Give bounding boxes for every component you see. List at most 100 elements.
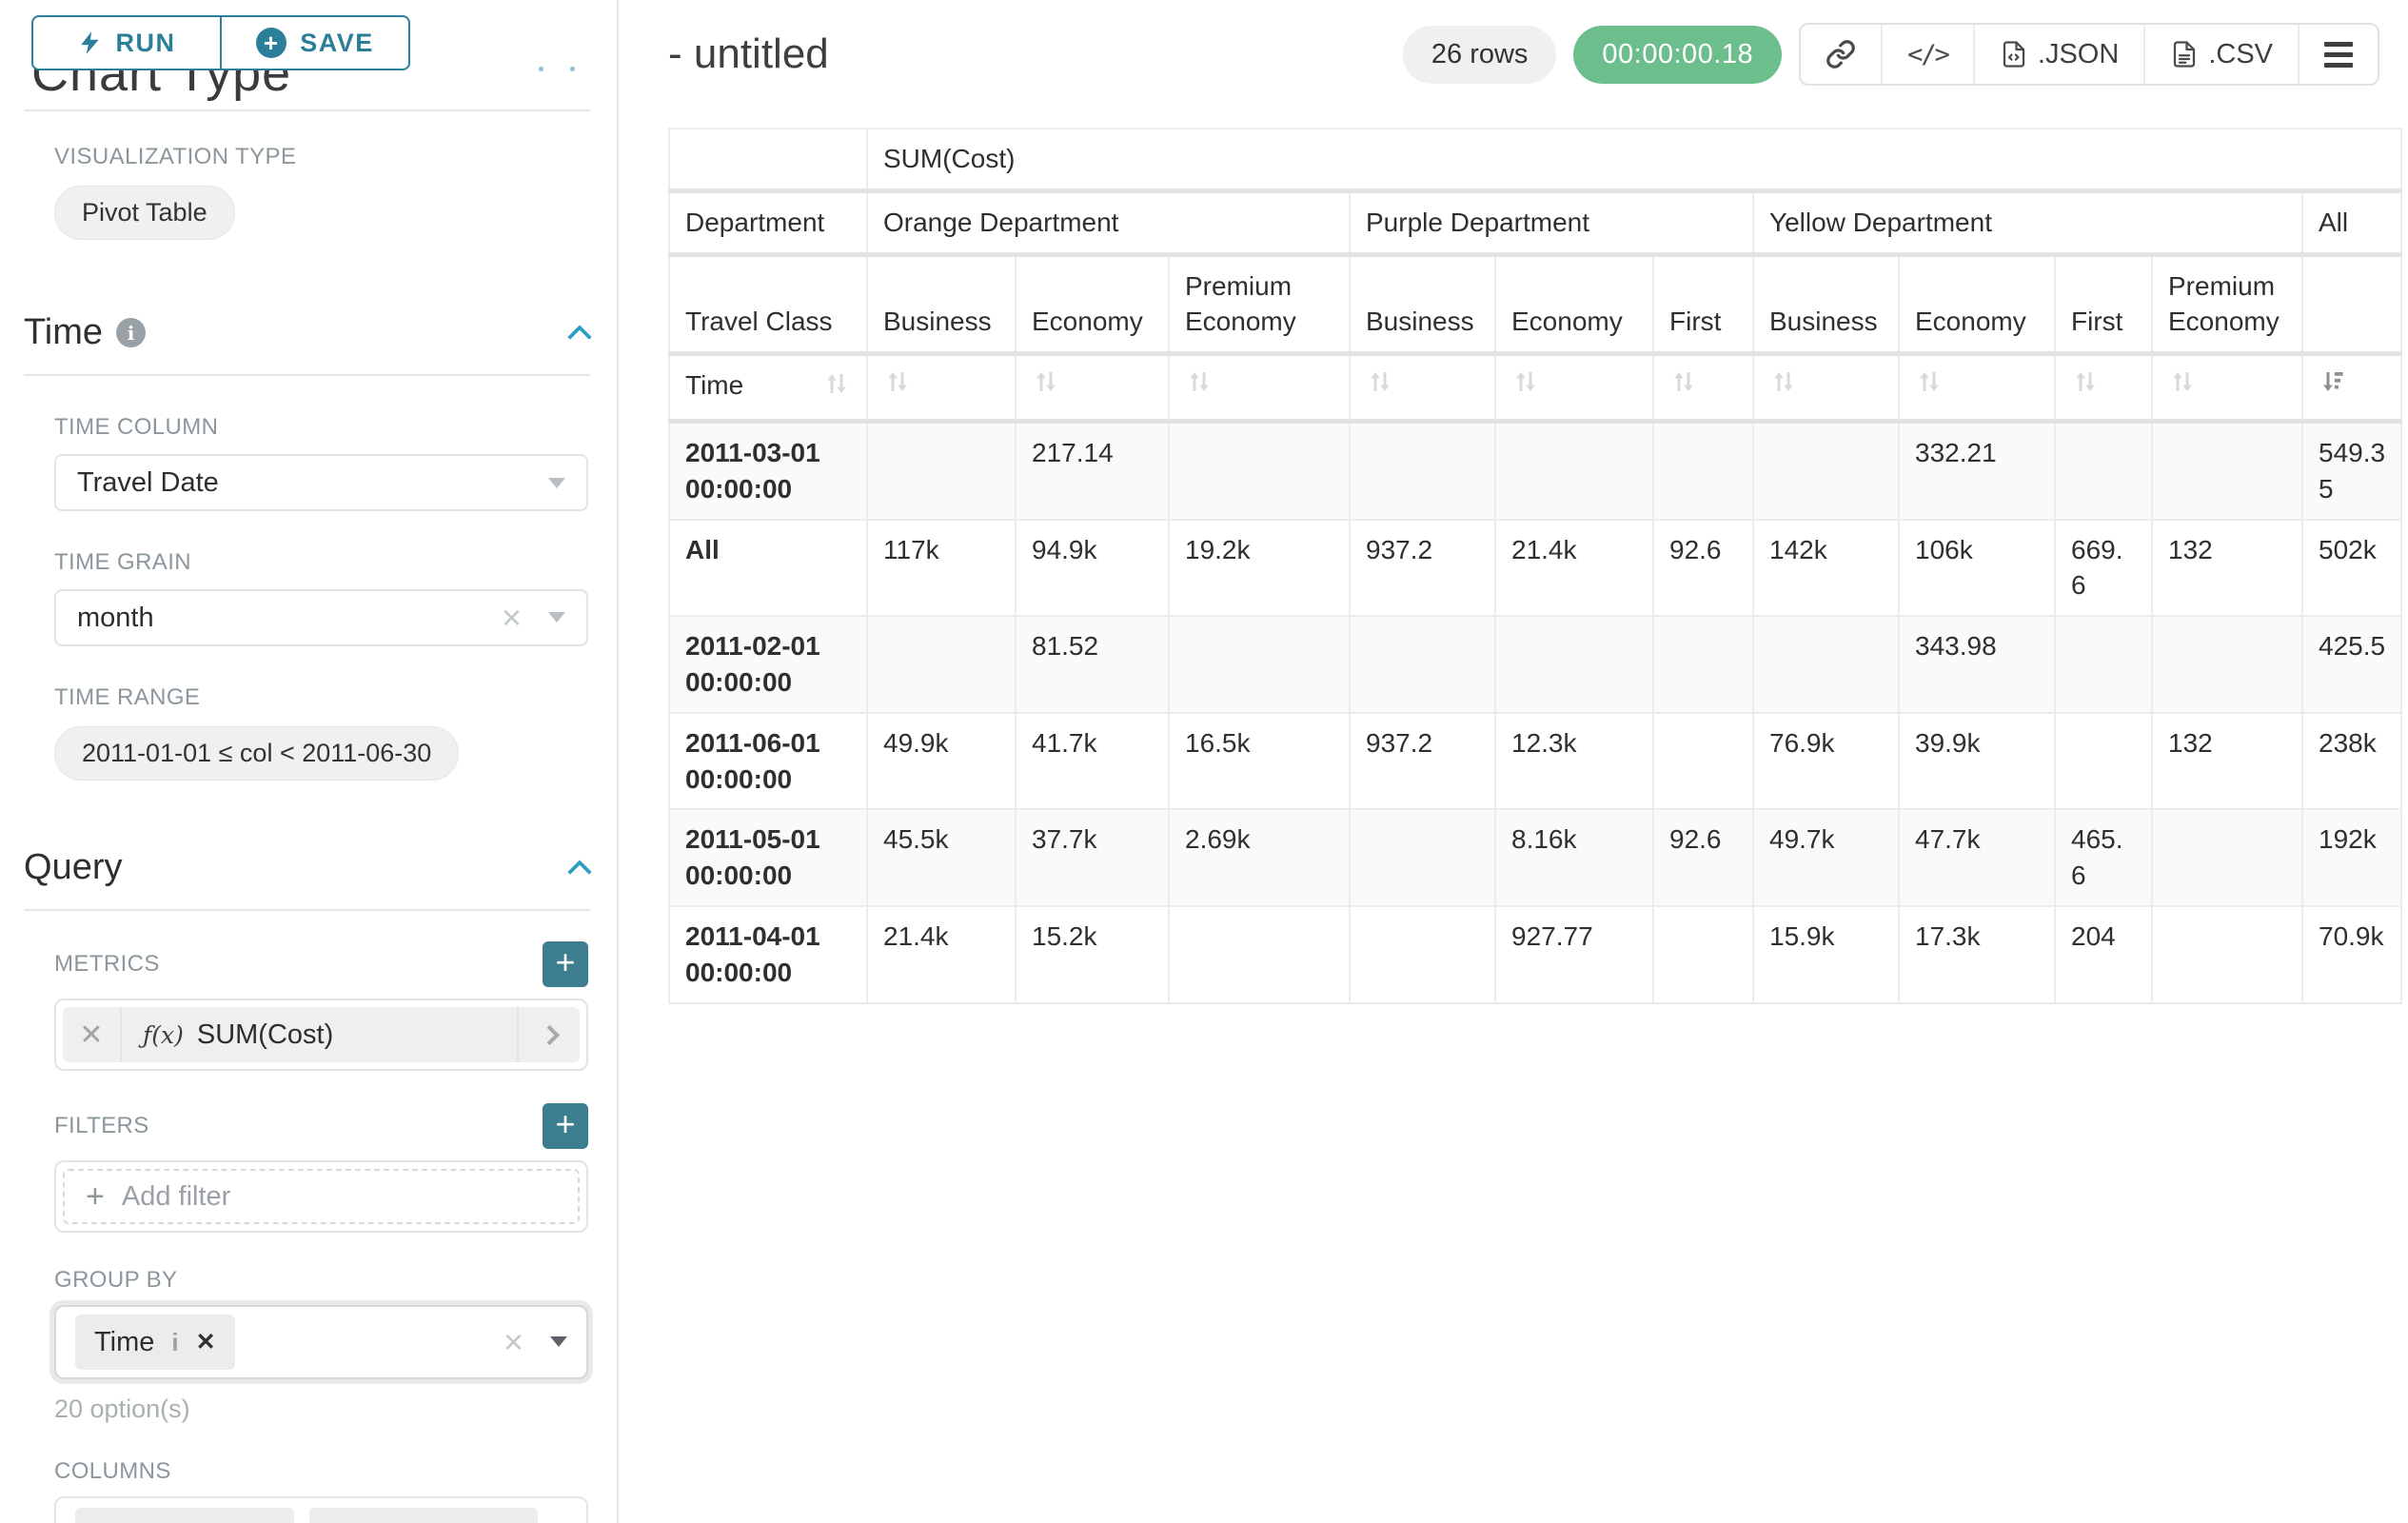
pivot-value-cell: [2151, 808, 2303, 907]
row-count-badge: 26 rows: [1402, 25, 1557, 84]
clear-icon[interactable]: ×: [503, 1321, 523, 1361]
sort-icon[interactable]: [1349, 352, 1496, 424]
export-json-button[interactable]: .JSON: [1972, 25, 2143, 84]
run-button[interactable]: RUN: [31, 15, 222, 70]
pivot-value-cell: [2151, 904, 2303, 1004]
pivot-table: SUM(Cost) Department Orange Department P…: [668, 127, 2403, 1004]
run-button-label: RUN: [115, 28, 176, 57]
pivot-table-body: 2011-03-01 00:00:00 217.14 332.21 549.35 All…: [668, 420, 2403, 1004]
pivot-value-cell: 39.9k: [1898, 711, 2056, 811]
row-label: 2011-06-01 00:00:00: [668, 711, 868, 811]
pivot-value-cell: 502k: [2300, 518, 2403, 618]
pivot-value-cell: [2054, 711, 2153, 811]
pivot-value-cell: 106k: [1898, 518, 2056, 618]
metric-header-row: SUM(Cost): [668, 127, 2403, 193]
pivot-value-cell: [1752, 615, 1900, 714]
pivot-value-cell: [2054, 615, 2153, 714]
pivot-value-cell: [866, 615, 1016, 714]
sort-icon[interactable]: [822, 369, 851, 407]
sort-icon[interactable]: [1652, 352, 1754, 424]
function-icon: ƒ(x): [143, 1020, 184, 1049]
pivot-value-cell: 92.6: [1652, 808, 1754, 907]
sort-icon[interactable]: [1494, 352, 1654, 424]
caret-down-icon: [548, 477, 565, 488]
time-grain-label: TIME GRAIN: [54, 549, 192, 575]
sort-icon[interactable]: [2054, 352, 2153, 424]
clear-icon[interactable]: ×: [501, 597, 522, 637]
sort-icon[interactable]: [1898, 352, 2056, 424]
metrics-label: METRICS: [54, 951, 160, 977]
pivot-value-cell: 238k: [2300, 711, 2403, 811]
visualization-type-group: VISUALIZATION TYPE Pivot Table: [54, 144, 588, 240]
time-range-label: TIME RANGE: [54, 684, 201, 710]
filters-container: + Add filter: [54, 1160, 588, 1233]
time-sort-header[interactable]: Time: [668, 352, 868, 424]
control-panel-sidebar: Chart Type RUN + SAVE VISUALIZATION TYPE…: [0, 0, 619, 1523]
pivot-value-cell: 343.98: [1898, 615, 2056, 714]
sort-icon[interactable]: [866, 352, 1016, 424]
columns-select[interactable]: Department ✕ Travel Class ✕ ×: [54, 1496, 588, 1523]
metric-header-cell: SUM(Cost): [865, 127, 2403, 193]
group-header-yellow: Yellow Department: [1752, 189, 2303, 257]
sort-icon[interactable]: [2151, 352, 2303, 424]
columns-chip-department[interactable]: Department ✕: [75, 1508, 295, 1523]
visualization-type-pill[interactable]: Pivot Table: [54, 186, 235, 240]
save-button[interactable]: + SAVE: [220, 15, 410, 70]
more-options-button[interactable]: [2298, 25, 2378, 84]
time-grain-group: TIME GRAIN month ×: [54, 549, 588, 646]
json-file-icon: [2003, 41, 2025, 68]
metric-item[interactable]: ✕ ƒ(x) SUM(Cost): [63, 1007, 580, 1062]
pivot-value-cell: 70.9k: [2300, 904, 2403, 1004]
chevron-up-icon[interactable]: [567, 859, 592, 884]
chart-panel: - untitled 26 rows 00:00:00.18 </> .JSON: [619, 0, 2408, 1523]
pivot-value-cell: 15.9k: [1752, 904, 1900, 1004]
sort-icon[interactable]: [1752, 352, 1900, 424]
pivot-value-cell: 41.7k: [1015, 711, 1170, 811]
group-by-chip-time[interactable]: Time i ✕: [75, 1315, 235, 1370]
time-range-pill[interactable]: 2011-01-01 ≤ col < 2011-06-30: [54, 726, 460, 781]
plus-icon: +: [86, 1178, 105, 1215]
row-label: 2011-02-01 00:00:00: [668, 615, 868, 714]
sort-icon[interactable]: [1168, 352, 1351, 424]
embed-code-button[interactable]: </>: [1881, 25, 1973, 84]
pivot-value-cell: 132: [2151, 518, 2303, 618]
pivot-value-cell: 17.3k: [1898, 904, 2056, 1004]
table-row: 2011-02-01 00:00:00 81.52 343.98 425.5: [668, 615, 2403, 714]
add-filter-button[interactable]: + Add filter: [63, 1169, 580, 1224]
col-header: [2300, 253, 2403, 357]
copy-link-button[interactable]: [1801, 25, 1881, 84]
department-header-cell: Department: [668, 189, 868, 257]
pivot-value-cell: 8.16k: [1494, 808, 1654, 907]
query-timer-badge: 00:00:00.18: [1573, 25, 1783, 84]
add-metric-button[interactable]: +: [543, 941, 588, 987]
add-filter-plus-button[interactable]: +: [543, 1103, 588, 1149]
chart-header-controls: 26 rows 00:00:00.18 </> .JSON .: [1402, 23, 2379, 86]
metric-expand-icon[interactable]: [517, 1007, 580, 1062]
group-header-orange: Orange Department: [866, 189, 1351, 257]
chevron-up-icon[interactable]: [567, 324, 592, 349]
sort-icon[interactable]: [1015, 352, 1170, 424]
lightning-icon: [80, 31, 99, 54]
time-grain-select[interactable]: month ×: [54, 589, 588, 646]
time-grain-value: month: [77, 602, 154, 633]
travel-class-header-row: Travel Class Business Economy Premium Ec…: [668, 253, 2403, 357]
col-header: Business: [866, 253, 1016, 357]
pivot-value-cell: 465.6: [2054, 808, 2153, 907]
pivot-value-cell: [1494, 615, 1654, 714]
time-column-select[interactable]: Travel Date: [54, 454, 588, 511]
sidebar-divider: [24, 109, 590, 111]
row-label: All: [668, 518, 868, 618]
columns-chip-travel-class[interactable]: Travel Class ✕: [309, 1508, 538, 1523]
remove-chip-icon[interactable]: ✕: [195, 1329, 216, 1355]
sort-icon-active[interactable]: [2300, 352, 2403, 424]
filters-group: FILTERS + + Add filter: [54, 1103, 588, 1233]
table-row: 2011-06-01 00:00:00 49.9k 41.7k 16.5k 937.2 1…: [668, 711, 2403, 811]
export-csv-button[interactable]: .CSV: [2143, 25, 2298, 84]
row-label: 2011-04-01 00:00:00: [668, 904, 868, 1004]
col-header: First: [2054, 253, 2153, 357]
remove-metric-icon[interactable]: ✕: [63, 1007, 122, 1062]
col-header: Economy: [1494, 253, 1654, 357]
group-by-select[interactable]: Time i ✕ ×: [54, 1305, 588, 1379]
time-column-label: TIME COLUMN: [54, 414, 219, 440]
